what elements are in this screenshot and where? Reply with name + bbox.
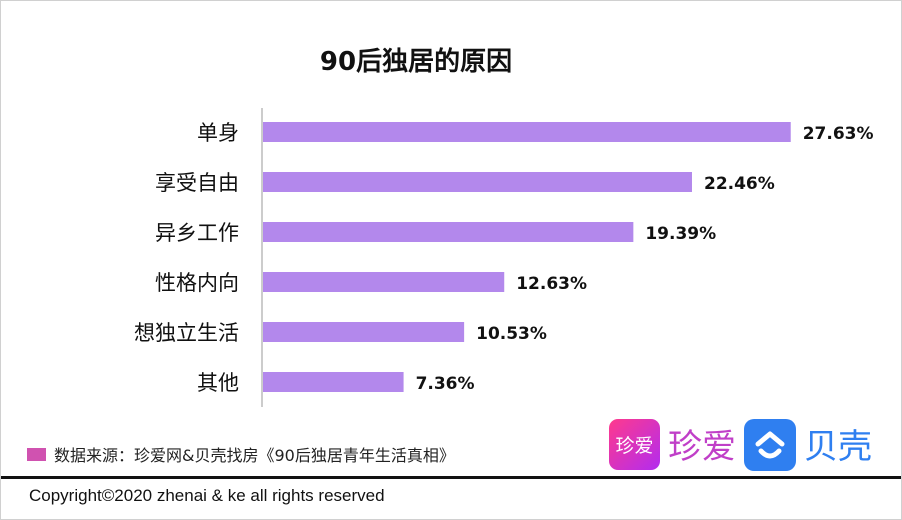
- category-label: 享受自由: [155, 171, 239, 195]
- zhenai-logo-icon: 珍爱: [609, 419, 660, 470]
- category-label: 性格内向: [155, 271, 239, 295]
- bar: [263, 172, 692, 192]
- data-label: 7.36%: [416, 374, 475, 394]
- legend-swatch: [27, 447, 46, 461]
- bar: [263, 222, 634, 242]
- data-label: 12.63%: [516, 274, 587, 294]
- bar: [263, 122, 791, 142]
- bar: [263, 372, 404, 392]
- data-label: 19.39%: [645, 224, 716, 244]
- data-label: 10.53%: [476, 324, 547, 344]
- category-label: 其他: [197, 371, 239, 395]
- bar: [263, 272, 505, 292]
- source-legend: 数据来源：珍爱网&贝壳找房《90后独居青年生活真相》: [27, 442, 455, 466]
- zhenai-logo-text: 珍爱: [668, 427, 736, 467]
- footer-divider: [1, 476, 901, 479]
- source-text: 数据来源：珍爱网&贝壳找房《90后独居青年生活真相》: [54, 446, 455, 465]
- beike-logo-text: 贝壳: [804, 427, 872, 467]
- category-label: 单身: [197, 121, 239, 145]
- data-label: 27.63%: [803, 124, 874, 144]
- data-label: 22.46%: [704, 174, 775, 194]
- chart-title: 90后独居的原因: [319, 47, 513, 77]
- beike-logo-icon: [744, 419, 796, 471]
- category-label: 想独立生活: [134, 321, 239, 345]
- copyright: Copyright©2020 zhenai & ke all rights re…: [29, 486, 385, 505]
- category-label: 异乡工作: [155, 221, 239, 245]
- bar-chart: 单身 27.63% 享受自由 22.46% 异乡工作 19.39% 性格内向 12.63% 想独…: [134, 108, 874, 407]
- bar: [263, 322, 465, 342]
